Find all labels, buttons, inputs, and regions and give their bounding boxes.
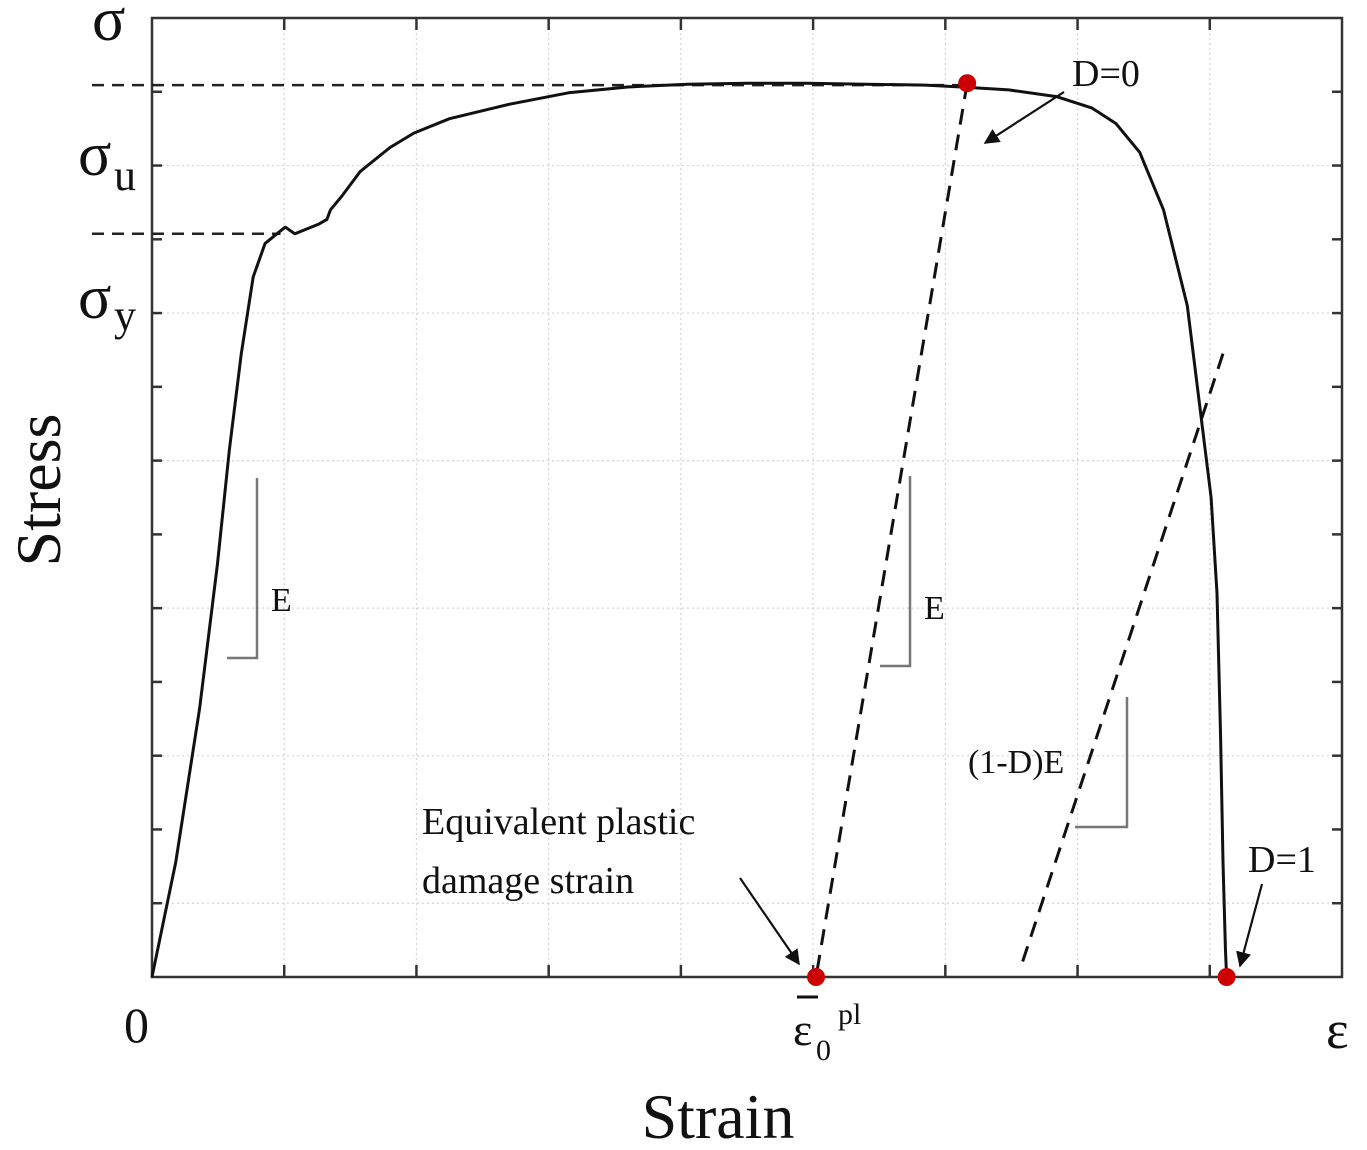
annotation-equiv-line1: Equivalent plastic [422, 801, 695, 843]
slope-label-e-mid: E [924, 590, 945, 627]
guide-lines [92, 83, 968, 236]
axes [150, 16, 1344, 979]
slope-triangle-mid [880, 476, 912, 668]
sigma-y-subscript: y [114, 291, 136, 340]
origin-label: 0 [124, 997, 149, 1053]
eps-subscript: 0 [816, 1034, 831, 1067]
y-axis-title: Stress [3, 414, 74, 567]
slope-label-1-d-e: (1-D)E [968, 744, 1064, 781]
y-marker-sigma-y: σ y [78, 264, 136, 340]
sigma-u-subscript: u [114, 151, 136, 200]
annotation-d1: D=1 [1248, 839, 1316, 881]
y-axis-end-symbol: σ [92, 0, 125, 54]
x-axis-title: Strain [642, 1081, 795, 1150]
curve-group [150, 81, 1229, 978]
slope-triangle-right [1075, 697, 1129, 829]
x-marker-eps0-pl: ε 0 pl [793, 995, 861, 1067]
sigma-u-symbol: σ [78, 121, 111, 189]
point-eps0-pl [807, 968, 826, 986]
annotation-equiv-line2: damage strain [422, 860, 634, 902]
arrow-d1 [1236, 883, 1264, 968]
point-d1 [1217, 968, 1236, 986]
slope-label-e-left: E [271, 582, 292, 619]
grid-lines [152, 18, 1342, 977]
arrow-equiv [739, 877, 800, 966]
unloading-line-e [814, 82, 969, 978]
y-marker-sigma-u: σ u [78, 121, 136, 200]
x-axis-end-symbol: ε [1326, 1000, 1349, 1060]
eps-symbol: ε [793, 1004, 812, 1055]
marker-points [807, 74, 1236, 986]
stress-strain-curve [150, 81, 1229, 978]
slope-triangles [227, 476, 1129, 829]
plot-frame [150, 16, 1344, 979]
unloading-line-1-d-e [1019, 353, 1225, 968]
eps-superscript: pl [838, 998, 861, 1031]
sigma-y-symbol: σ [78, 264, 111, 332]
annotation-arrows [739, 91, 1264, 968]
arrow-d0 [983, 91, 1065, 144]
annotation-d0: D=0 [1072, 53, 1140, 95]
point-d0 [958, 74, 977, 93]
slope-triangle-left [227, 478, 259, 660]
